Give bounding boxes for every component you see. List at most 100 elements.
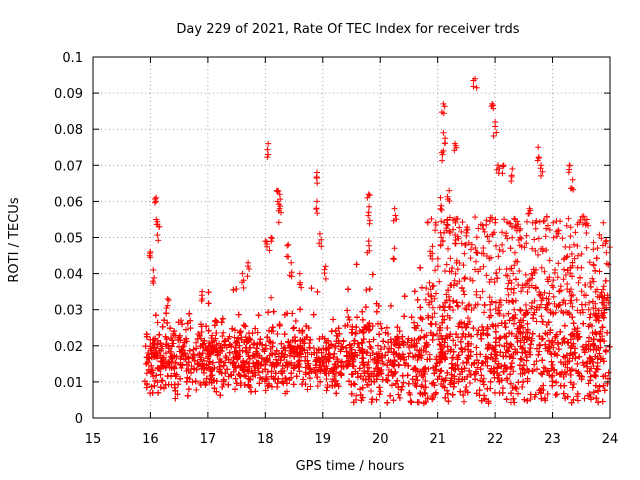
data-point <box>479 378 486 385</box>
data-point <box>389 373 396 379</box>
data-point <box>538 370 544 377</box>
data-point <box>562 361 569 368</box>
data-point <box>323 339 330 346</box>
data-point <box>551 366 558 373</box>
data-point <box>395 384 402 391</box>
data-point <box>239 366 246 373</box>
data-point <box>370 356 376 363</box>
data-point <box>442 394 449 401</box>
data-point <box>263 374 270 380</box>
data-point <box>599 398 606 405</box>
data-point <box>227 371 234 378</box>
data-point <box>191 357 198 364</box>
data-point <box>484 332 491 339</box>
data-point <box>458 319 465 326</box>
data-point <box>155 389 162 396</box>
data-point <box>187 325 194 332</box>
data-point <box>585 380 592 387</box>
data-point <box>371 378 378 385</box>
data-point <box>566 352 573 359</box>
data-point <box>375 364 382 371</box>
data-point <box>570 340 577 347</box>
data-point <box>463 324 470 331</box>
data-point <box>595 317 602 324</box>
data-point <box>216 363 223 370</box>
data-point <box>284 364 291 370</box>
data-point <box>369 350 376 356</box>
data-point <box>338 362 345 369</box>
data-point <box>384 399 391 406</box>
data-point <box>414 368 421 375</box>
data-point <box>399 383 406 390</box>
data-point <box>452 342 459 349</box>
data-point <box>575 397 581 404</box>
data-point <box>345 357 352 364</box>
data-point <box>392 380 399 387</box>
data-point <box>419 391 426 398</box>
data-point <box>429 336 436 343</box>
data-point <box>572 355 579 362</box>
data-point <box>519 365 526 372</box>
data-point <box>517 306 523 313</box>
data-point <box>539 371 546 378</box>
data-point <box>417 264 424 271</box>
data-point <box>448 346 455 353</box>
data-point <box>145 366 152 373</box>
data-point <box>216 359 222 366</box>
data-point <box>269 324 276 331</box>
data-point <box>587 346 594 353</box>
data-point <box>271 363 278 370</box>
data-point <box>508 390 515 397</box>
data-point <box>538 395 545 402</box>
data-point <box>324 382 331 388</box>
data-point <box>232 344 239 351</box>
data-point <box>540 387 547 393</box>
data-point <box>549 362 556 368</box>
data-point <box>304 386 311 393</box>
data-point <box>373 308 380 315</box>
data-point <box>503 365 510 372</box>
data-point <box>601 387 608 394</box>
data-point <box>389 382 395 389</box>
data-point <box>576 353 583 360</box>
data-point <box>197 380 203 386</box>
data-point <box>264 334 271 341</box>
data-point <box>460 392 467 399</box>
data-point <box>479 323 486 330</box>
data-point <box>376 384 383 391</box>
data-point <box>368 345 375 352</box>
data-point <box>487 307 494 313</box>
data-point <box>385 339 392 346</box>
data-point <box>567 372 574 378</box>
data-point <box>599 324 606 331</box>
data-point <box>592 372 598 379</box>
data-point <box>253 345 260 352</box>
data-point <box>387 392 394 399</box>
data-point <box>211 337 218 344</box>
data-point <box>526 349 533 355</box>
data-point <box>251 340 258 347</box>
data-point <box>358 397 365 404</box>
data-point <box>293 373 300 380</box>
data-point <box>272 376 279 383</box>
data-point <box>161 385 167 392</box>
data-point <box>484 330 490 337</box>
data-point <box>472 376 479 383</box>
data-point <box>353 392 360 399</box>
data-point <box>264 383 271 390</box>
data-point <box>321 335 328 342</box>
data-point <box>556 301 563 308</box>
data-point <box>267 338 274 345</box>
data-point <box>418 327 425 334</box>
data-point <box>388 345 395 352</box>
data-point <box>364 381 371 388</box>
data-point <box>308 351 315 358</box>
data-point <box>593 255 600 262</box>
data-point <box>171 328 178 335</box>
data-point <box>171 363 177 370</box>
data-point <box>437 368 444 375</box>
data-point <box>434 360 441 367</box>
data-point <box>430 364 437 371</box>
data-point <box>549 372 556 379</box>
data-point <box>491 368 498 375</box>
